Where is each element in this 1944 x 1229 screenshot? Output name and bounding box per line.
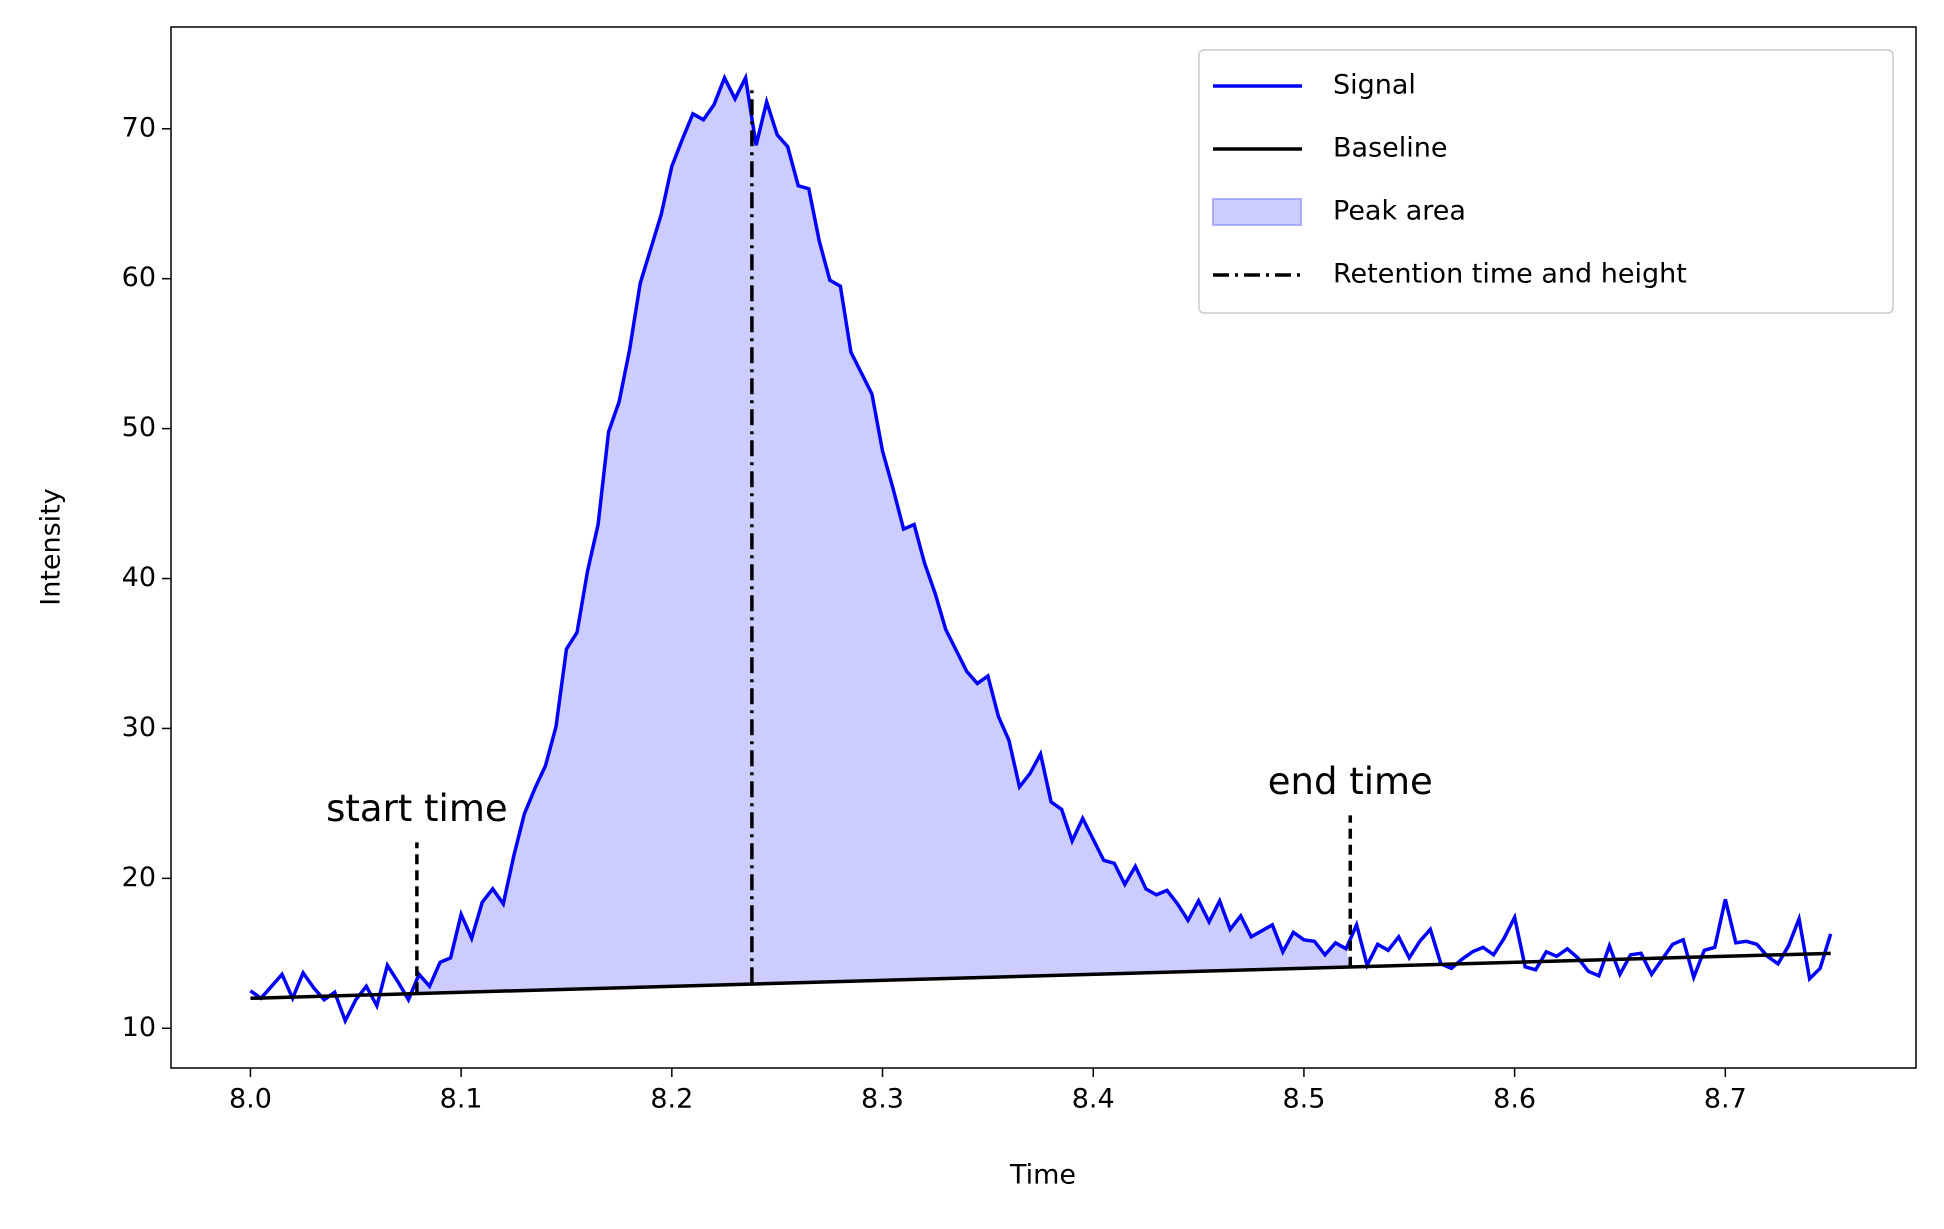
legend-swatch bbox=[1212, 198, 1302, 226]
legend-label: Baseline bbox=[1333, 133, 1447, 164]
y-tick-label: 60 bbox=[122, 262, 156, 293]
legend-box bbox=[1198, 49, 1894, 314]
legend-label: Peak area bbox=[1333, 196, 1466, 227]
y-axis-label: Intensity bbox=[36, 488, 67, 606]
legend-label: Retention time and height bbox=[1333, 259, 1687, 290]
x-tick-label: 8.2 bbox=[650, 1084, 693, 1115]
y-tick-label: 30 bbox=[122, 712, 156, 743]
series-line bbox=[250, 951, 1831, 1001]
y-tick-label: 50 bbox=[122, 412, 156, 443]
peak-area bbox=[416, 77, 1351, 994]
x-tick-label: 8.0 bbox=[229, 1084, 272, 1115]
x-tick-label: 8.1 bbox=[440, 1084, 483, 1115]
x-tick-label: 8.4 bbox=[1072, 1084, 1115, 1115]
y-tick-label: 70 bbox=[122, 112, 156, 143]
annotation-text: start time bbox=[326, 787, 508, 830]
y-tick-label: 10 bbox=[122, 1012, 156, 1043]
annotation-text: end time bbox=[1268, 760, 1433, 803]
x-tick-label: 8.5 bbox=[1282, 1084, 1325, 1115]
x-axis-label: Time bbox=[1009, 1160, 1076, 1191]
x-tick-label: 8.3 bbox=[861, 1084, 904, 1115]
y-tick-label: 20 bbox=[122, 862, 156, 893]
series-line bbox=[249, 72, 1833, 1026]
plot-frame bbox=[170, 26, 1917, 1069]
x-tick-label: 8.6 bbox=[1493, 1084, 1536, 1115]
x-tick-label: 8.7 bbox=[1704, 1084, 1747, 1115]
y-tick-label: 40 bbox=[122, 562, 156, 593]
legend-label: Signal bbox=[1333, 70, 1416, 101]
